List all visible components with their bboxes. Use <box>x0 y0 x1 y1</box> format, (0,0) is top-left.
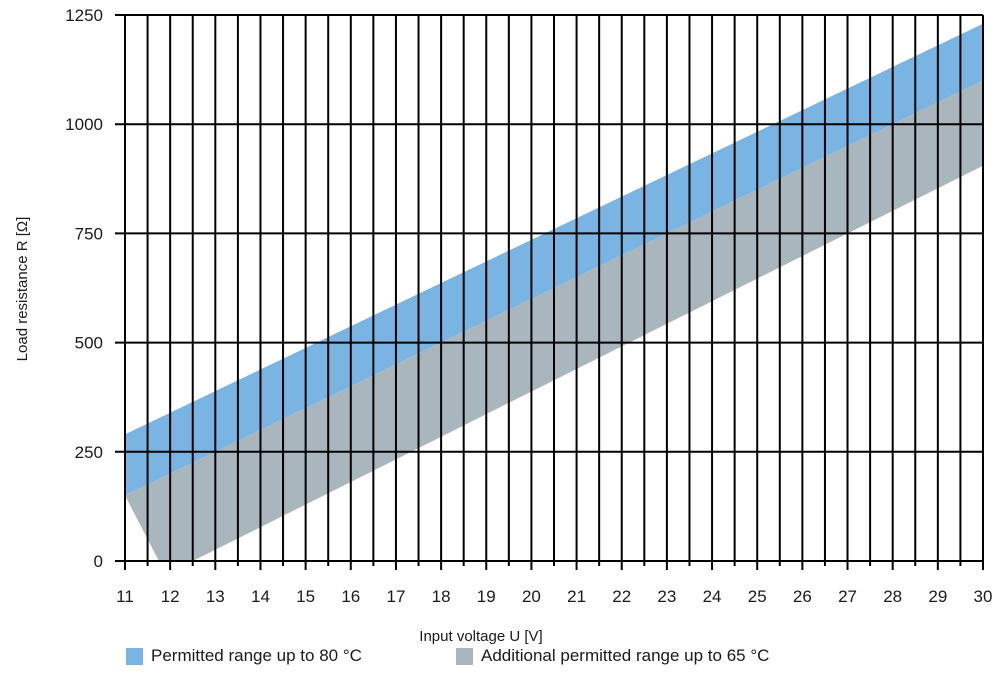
x-tick-label: 24 <box>703 587 722 606</box>
x-axis-title: Input voltage U [V] <box>419 628 542 645</box>
x-tick-label: 28 <box>883 587 902 606</box>
x-tick-label: 14 <box>251 587 270 606</box>
x-tick-label: 19 <box>477 587 496 606</box>
x-tick-label: 25 <box>748 587 767 606</box>
y-tick-label: 250 <box>75 443 103 462</box>
x-tick-label: 15 <box>296 587 315 606</box>
y-tick-label: 1250 <box>65 6 103 25</box>
x-tick-label: 20 <box>522 587 541 606</box>
legend-swatch-65c <box>456 647 473 665</box>
legend-label-65c: Additional permitted range up to 65 °C <box>481 646 770 665</box>
x-tick-label: 29 <box>928 587 947 606</box>
x-tick-label: 11 <box>116 587 134 606</box>
grid-lines <box>115 14 984 570</box>
x-tick-label: 26 <box>793 587 812 606</box>
legend-swatch-80c <box>126 647 143 665</box>
y-tick-label: 500 <box>75 334 103 353</box>
y-axis-title: Load resistance R [Ω] <box>14 217 31 362</box>
legend: Permitted range up to 80 °C Additional p… <box>0 646 1006 676</box>
legend-item-65c: Additional permitted range up to 65 °C <box>456 646 769 666</box>
y-tick-label: 0 <box>94 552 103 571</box>
legend-label-80c: Permitted range up to 80 °C <box>151 646 362 665</box>
x-tick-label: 18 <box>432 587 451 606</box>
y-tick-labels: 0 250 500 750 1000 1250 <box>65 6 103 571</box>
y-tick-label: 1000 <box>65 115 103 134</box>
x-tick-label: 12 <box>161 587 180 606</box>
x-tick-labels: 11 12 13 14 15 16 17 18 19 20 21 22 23 24 25 26 27 28 29 30 <box>116 587 992 606</box>
y-tick-label: 750 <box>75 224 103 243</box>
x-tick-label: 23 <box>657 587 676 606</box>
x-tick-label: 17 <box>386 587 405 606</box>
x-tick-label: 27 <box>838 587 857 606</box>
x-tick-label: 13 <box>206 587 225 606</box>
x-tick-label: 30 <box>974 587 993 606</box>
x-tick-label: 22 <box>612 587 631 606</box>
legend-item-80c: Permitted range up to 80 °C <box>126 646 362 666</box>
x-tick-label: 16 <box>341 587 360 606</box>
x-tick-label: 21 <box>567 587 586 606</box>
